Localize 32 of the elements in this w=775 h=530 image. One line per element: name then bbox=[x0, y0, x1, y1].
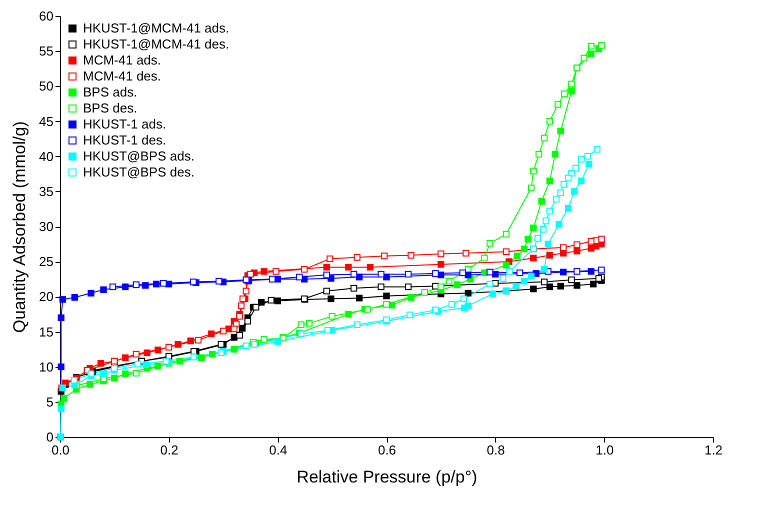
legend-label: MCM-41 ads. bbox=[83, 52, 162, 68]
legend-label: HKUST@BPS ads. bbox=[83, 148, 194, 164]
legend-label: HKUST-1@MCM-41 ads. bbox=[83, 20, 230, 36]
legend-label: BPS des. bbox=[83, 100, 138, 116]
y-axis-title: Quantity Adsorbed (mmol/g) bbox=[10, 121, 30, 333]
x-tick-label: 0.0 bbox=[51, 442, 70, 458]
x-tick-label: 1.2 bbox=[704, 442, 723, 458]
x-tick-label: 0.6 bbox=[378, 442, 396, 458]
y-tick-label: 15 bbox=[39, 324, 54, 340]
y-tick-label: 10 bbox=[39, 359, 54, 374]
y-tick-label: 50 bbox=[39, 78, 54, 94]
x-tick-label: 0.8 bbox=[486, 442, 505, 458]
x-axis-title: Relative Pressure (p/p°) bbox=[296, 468, 478, 486]
legend-label: BPS ads. bbox=[83, 84, 138, 100]
y-tick-label: 55 bbox=[39, 44, 54, 59]
y-tick-label: 35 bbox=[39, 184, 54, 199]
legend-label: HKUST@BPS des. bbox=[83, 164, 194, 180]
x-tick-label: 0.4 bbox=[269, 442, 288, 458]
legend-label: HKUST-1 ads. bbox=[83, 116, 166, 132]
y-tick-label: 5 bbox=[46, 394, 54, 410]
y-tick-label: 45 bbox=[39, 114, 54, 129]
x-tick-label: 1.0 bbox=[596, 442, 614, 458]
y-tick-label: 60 bbox=[39, 8, 54, 24]
y-tick-label: 25 bbox=[39, 254, 54, 270]
legend-label: HKUST-1@MCM-41 des. bbox=[83, 36, 230, 52]
legend-label: HKUST-1 des. bbox=[83, 132, 166, 148]
x-tick-label: 0.2 bbox=[160, 442, 178, 458]
y-tick-label: 20 bbox=[39, 289, 54, 304]
y-tick-label: 40 bbox=[39, 148, 54, 164]
y-tick-label: 30 bbox=[39, 219, 54, 234]
legend-label: MCM-41 des. bbox=[83, 68, 162, 84]
y-tick-label: 0 bbox=[46, 430, 54, 444]
